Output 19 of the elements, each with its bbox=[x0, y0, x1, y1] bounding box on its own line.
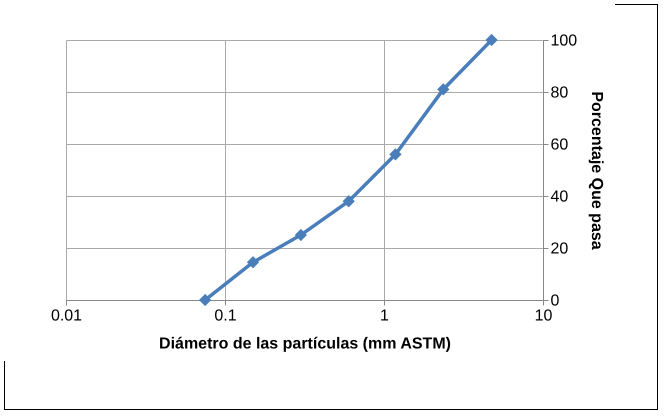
x-tick-label: 10 bbox=[534, 308, 552, 324]
point bbox=[294, 228, 307, 242]
y-tick-label: 20 bbox=[550, 240, 568, 258]
x-tick-label: 0.1 bbox=[214, 308, 237, 324]
x-tick-label: 0.01 bbox=[50, 308, 82, 324]
point bbox=[246, 256, 260, 268]
y-tick-label: 100 bbox=[550, 32, 578, 50]
y-axis-title: Porcentaje Que pasa bbox=[588, 91, 606, 250]
point bbox=[437, 83, 450, 96]
y-tick-label: 0 bbox=[550, 292, 560, 310]
x-axis-title: Diámetro de las partículas (mm ASTM) bbox=[159, 336, 451, 352]
point bbox=[342, 195, 355, 208]
y-tick-label: 80 bbox=[550, 84, 568, 102]
point bbox=[389, 148, 402, 161]
y-tick-label: 40 bbox=[550, 188, 568, 206]
x-tick-label: 1 bbox=[380, 308, 390, 324]
y-tick-label: 60 bbox=[550, 136, 568, 154]
point bbox=[199, 294, 212, 306]
point bbox=[485, 34, 498, 46]
